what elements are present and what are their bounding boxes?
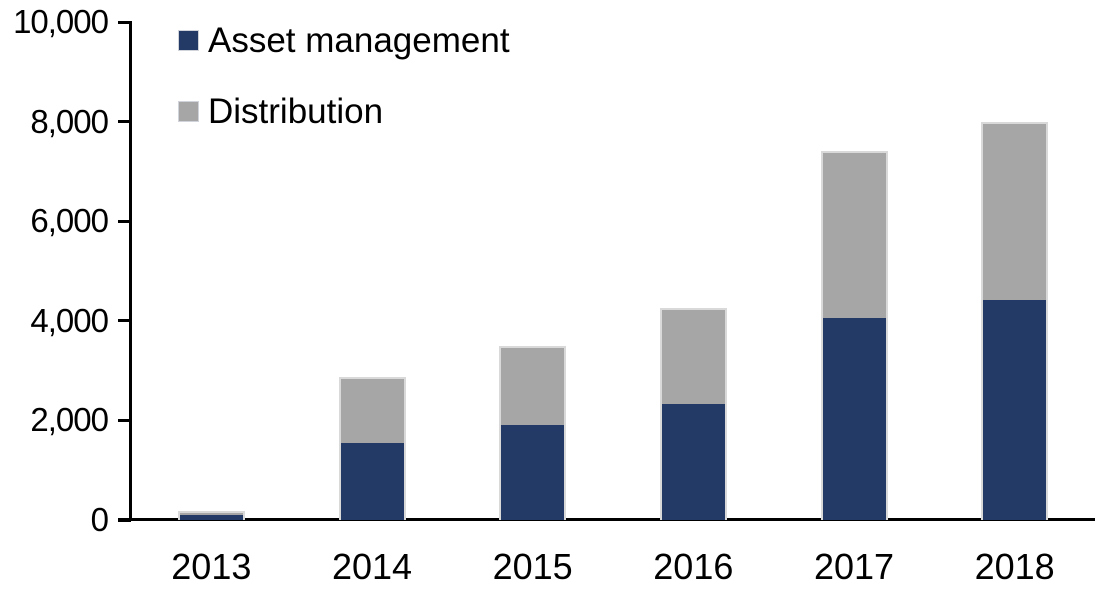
legend-label-asset-management: Asset management — [208, 21, 510, 60]
distribution-swatch-icon — [178, 101, 199, 122]
y-axis-tick — [118, 120, 131, 124]
bar-segment-asset-management-2018 — [981, 299, 1049, 520]
bar-segment-asset-management-2015 — [499, 425, 567, 520]
bar-2013 — [177, 510, 245, 520]
y-axis-tick-label: 0 — [90, 501, 109, 538]
x-axis-label-2018: 2018 — [974, 546, 1055, 587]
x-axis-line — [118, 518, 1095, 521]
bar-2015 — [499, 345, 567, 520]
bar-segment-asset-management-2016 — [659, 404, 727, 520]
bar-segment-distribution-2013 — [177, 510, 245, 515]
y-axis-tick-label: 8,000 — [30, 102, 109, 140]
y-axis-tick-label: 6,000 — [30, 202, 109, 240]
bar-segment-distribution-2018 — [981, 121, 1049, 300]
asset-management-swatch-icon — [178, 30, 199, 51]
y-axis-tick — [118, 518, 131, 522]
bar-segment-asset-management-2013 — [177, 515, 245, 520]
legend: Asset management Distribution — [178, 21, 510, 131]
y-axis-tick — [118, 20, 131, 24]
x-axis-label-2017: 2017 — [813, 546, 895, 587]
bar-segment-distribution-2017 — [820, 151, 888, 319]
bar-2016 — [659, 308, 727, 520]
y-axis-tick-label: 2,000 — [30, 401, 109, 439]
bar-2018 — [981, 121, 1049, 520]
legend-item-distribution: Distribution — [178, 92, 510, 131]
bar-segment-distribution-2016 — [659, 308, 727, 405]
x-axis-label-2016: 2016 — [653, 546, 734, 587]
x-axis-label-2014: 2014 — [331, 546, 413, 587]
bar-segment-asset-management-2014 — [338, 442, 406, 520]
x-axis-label-2013: 2013 — [171, 546, 252, 587]
y-axis-tick-label: 4,000 — [30, 301, 109, 339]
bar-segment-distribution-2015 — [499, 345, 567, 426]
bar-2014 — [338, 376, 406, 520]
y-axis-tick — [118, 418, 131, 422]
bar-segment-asset-management-2017 — [820, 318, 888, 520]
bar-segment-distribution-2014 — [338, 376, 406, 443]
bar-2017 — [820, 151, 888, 520]
x-axis-label-2015: 2015 — [492, 546, 573, 587]
y-axis-tick — [118, 219, 131, 223]
y-axis-line — [129, 21, 132, 521]
legend-item-asset-management: Asset management — [178, 21, 510, 60]
legend-label-distribution: Distribution — [208, 92, 384, 131]
y-axis-tick-label: 10,000 — [13, 3, 109, 40]
y-axis-tick — [118, 319, 131, 323]
